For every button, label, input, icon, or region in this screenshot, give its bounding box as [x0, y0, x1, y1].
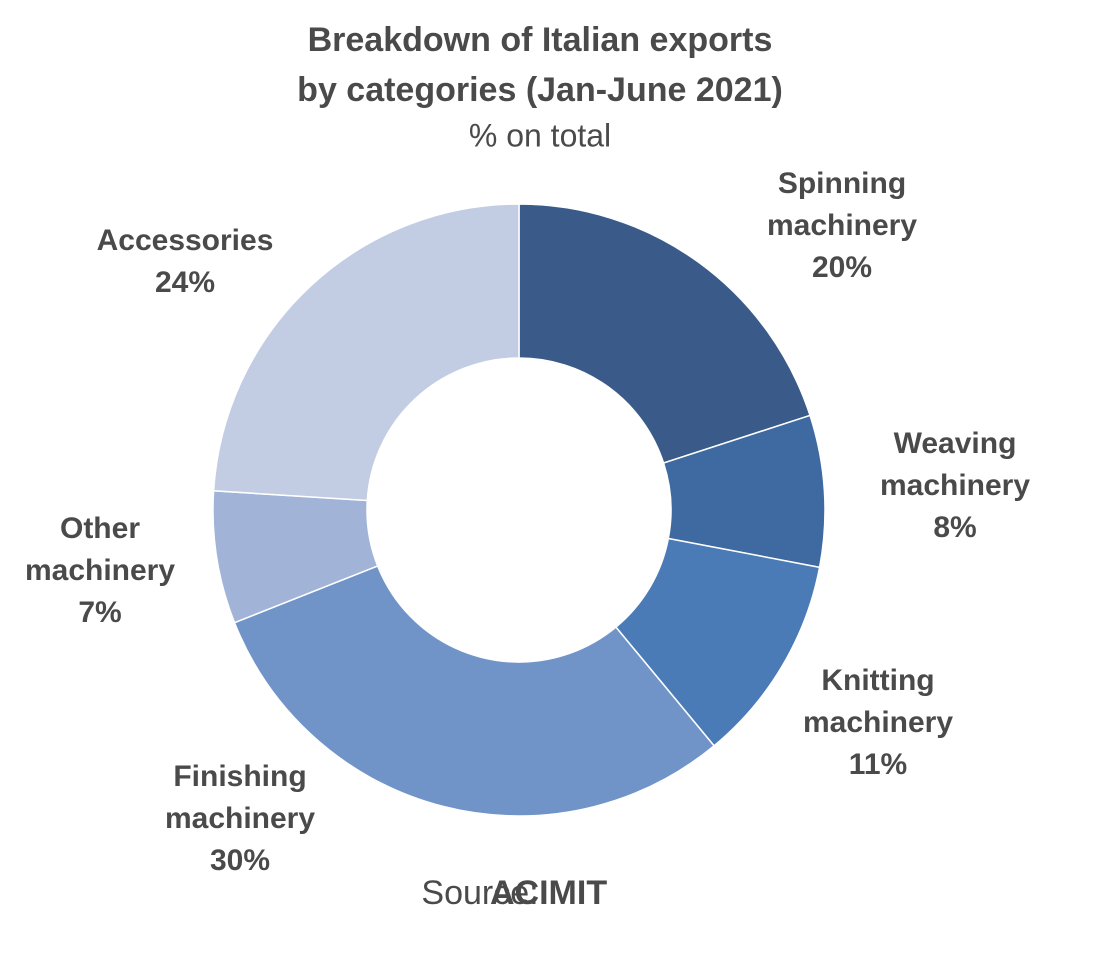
- category-label: Spinning machinery: [767, 167, 917, 242]
- chart-title: by categories (Jan-June 2021): [297, 71, 783, 109]
- source-label: Source:: [421, 874, 538, 912]
- value-label: 7%: [78, 596, 121, 629]
- value-label: 30%: [210, 844, 270, 877]
- category-label: Finishing machinery: [165, 760, 315, 835]
- value-label: 11%: [849, 748, 907, 781]
- value-label: 24%: [155, 266, 215, 299]
- chart-title: Breakdown of Italian exports: [308, 21, 773, 59]
- donut-slice: [518, 203, 811, 464]
- category-label: Weaving machinery: [880, 427, 1030, 502]
- category-label: Accessories: [97, 224, 274, 257]
- source: ACIMIT: [490, 874, 607, 912]
- category-label: Other machinery: [25, 512, 175, 587]
- donut-slice: [233, 564, 716, 817]
- category-label: Knitting machinery: [803, 664, 953, 739]
- value-label: 20%: [812, 251, 872, 284]
- chart-subtitle: % on total: [469, 117, 611, 153]
- value-label: 8%: [933, 511, 976, 544]
- donut-slice: [212, 203, 520, 502]
